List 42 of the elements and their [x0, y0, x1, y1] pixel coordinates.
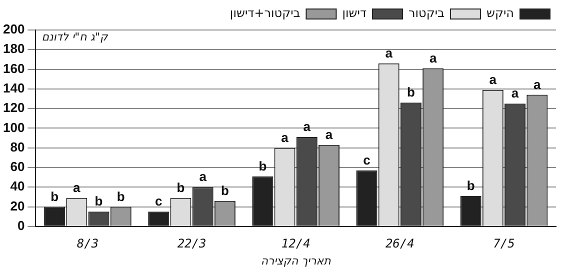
y-tick-label: 200: [2, 22, 25, 37]
data-label: a: [489, 72, 498, 87]
data-label: a: [429, 50, 438, 66]
y-tick-label: 120: [2, 100, 25, 116]
data-label: b: [466, 178, 475, 194]
legend-label: היקש: [486, 6, 514, 20]
data-label: a: [199, 169, 208, 184]
legend-label: ביקטור+דישון: [230, 6, 300, 20]
y-tick-label: 80: [10, 139, 25, 154]
x-tick-label: 22/3: [177, 236, 206, 251]
data-label: a: [281, 130, 290, 145]
x-tick-label: 12/4: [281, 236, 310, 251]
y-tick-label: 0: [17, 218, 25, 233]
y-axis-title: ק"ג ח"י לדונם: [42, 30, 109, 44]
data-label: a: [325, 126, 334, 142]
x-tick-label: 26/4: [385, 236, 414, 251]
y-tick-label: 180: [2, 41, 25, 56]
data-label: a: [303, 119, 312, 134]
legend-label: דישון: [342, 6, 367, 20]
data-label: a: [385, 45, 394, 60]
data-label: c: [154, 194, 162, 209]
data-label: b: [406, 84, 415, 100]
data-label: a: [534, 76, 542, 92]
y-tick-label: 20: [10, 198, 25, 214]
y-tick-label: 140: [2, 80, 25, 96]
data-label: b: [116, 188, 125, 204]
data-label: b: [94, 194, 103, 209]
x-tick-label: 8/3: [76, 236, 99, 251]
y-tick-label: 160: [2, 60, 25, 76]
y-tick-label: 100: [2, 120, 25, 135]
data-label: b: [220, 182, 229, 198]
data-label: a: [73, 180, 82, 195]
data-label: b: [258, 158, 267, 174]
x-tick-label: 7/5: [493, 236, 515, 251]
data-label: b: [176, 180, 185, 195]
data-label: a: [511, 86, 520, 101]
data-label: c: [363, 152, 370, 168]
y-tick-label: 60: [10, 159, 25, 174]
legend-label: ביקטור: [408, 6, 445, 20]
y-tick-label: 40: [10, 178, 25, 194]
data-label: b: [50, 188, 59, 204]
x-axis-title: תאריך הקצירה: [260, 254, 331, 268]
